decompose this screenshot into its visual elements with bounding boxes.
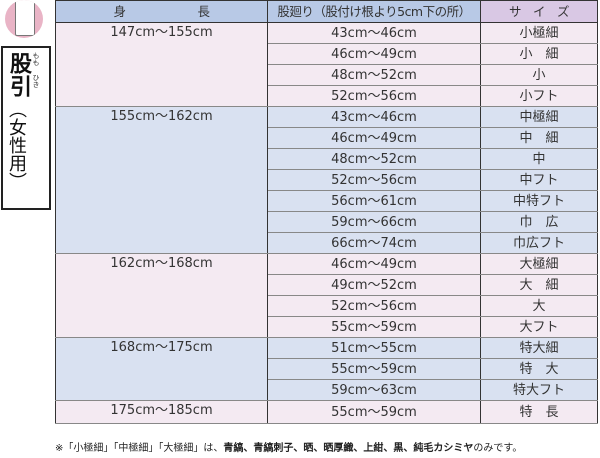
size-cell: 巾広フト <box>480 232 598 254</box>
size-cell: 小フト <box>480 85 598 107</box>
hip-range-cell: 46cm〜49cm <box>267 127 481 149</box>
size-cell: 大フト <box>480 316 598 338</box>
table-row: 59cm〜63cm 特大フト <box>56 379 598 401</box>
size-cell: 小 <box>480 64 598 86</box>
table-row: 175cm〜185cm 55cm〜59cm 特 長 <box>55 400 598 424</box>
table-row: 46cm〜49cm 小 細 <box>56 43 598 65</box>
product-subtitle: （女性用） <box>6 100 27 190</box>
table-row: 155cm〜162cm 43cm〜46cm 中極細 <box>55 106 598 254</box>
garment-illustration-icon <box>5 0 43 38</box>
size-cell: 特 長 <box>480 400 598 424</box>
hip-range-cell: 43cm〜46cm <box>267 106 481 128</box>
height-range-cell: 175cm〜185cm <box>55 400 268 424</box>
size-cell: 中フト <box>480 169 598 191</box>
size-cell: 巾 広 <box>480 211 598 233</box>
table-row: 48cm〜52cm 中 <box>56 148 598 170</box>
hip-range-cell: 55cm〜59cm <box>267 400 481 424</box>
hip-range-cell: 52cm〜56cm <box>267 295 481 317</box>
size-cell: 特 大 <box>480 358 598 380</box>
hip-range-cell: 43cm〜46cm <box>267 22 481 44</box>
size-cell: 特大フト <box>480 379 598 401</box>
size-cell: 特大細 <box>480 337 598 359</box>
table-row: 46cm〜49cm 中 細 <box>56 127 598 149</box>
table-row: 59cm〜66cm 巾 広 <box>56 211 598 233</box>
footnote-post: のみです。 <box>473 443 523 454</box>
header-hip: 股廻り（股付け根より5cm下の所） <box>267 0 481 23</box>
product-title-box: 股引 もも ひき （女性用） <box>1 46 51 210</box>
table-row: 168cm〜175cm 51cm〜55cm 特大細 <box>55 337 598 401</box>
table-row: 56cm〜61cm 中特フト <box>56 190 598 212</box>
table-row: 55cm〜59cm 大フト <box>56 316 598 338</box>
size-cell: 大 細 <box>480 274 598 296</box>
size-cell: 大極細 <box>480 253 598 275</box>
table-row: 162cm〜168cm 46cm〜49cm 大極細 <box>55 253 598 338</box>
hip-range-cell: 48cm〜52cm <box>267 64 481 86</box>
size-cell: 大 <box>480 295 598 317</box>
hip-range-cell: 56cm〜61cm <box>267 190 481 212</box>
footnote-materials: 青縞、青縞刺子、晒、晒厚織、上紺、黒、純毛カシミヤ <box>223 443 474 454</box>
height-range-cell: 162cm〜168cm <box>55 253 268 338</box>
hip-range-cell: 49cm〜52cm <box>267 274 481 296</box>
height-range-cell: 168cm〜175cm <box>55 337 268 401</box>
hip-range-cell: 66cm〜74cm <box>267 232 481 254</box>
table-row: 52cm〜56cm 小フト <box>56 85 598 107</box>
hip-range-cell: 59cm〜66cm <box>267 211 481 233</box>
table-row: 49cm〜52cm 大 細 <box>56 274 598 296</box>
table-row: 55cm〜59cm 特 大 <box>56 358 598 380</box>
size-cell: 中 <box>480 148 598 170</box>
size-cell: 小極細 <box>480 22 598 44</box>
size-cell: 中極細 <box>480 106 598 128</box>
product-title: 股引 <box>6 52 31 98</box>
hip-range-cell: 52cm〜56cm <box>267 169 481 191</box>
hip-range-cell: 51cm〜55cm <box>267 337 481 359</box>
footnote-pre: ※「小極細」「中極細」「大極細」は、 <box>55 443 224 454</box>
table-row: 52cm〜56cm 大 <box>56 295 598 317</box>
hip-range-cell: 55cm〜59cm <box>267 358 481 380</box>
height-range-cell: 155cm〜162cm <box>55 106 268 254</box>
size-cell: 中特フト <box>480 190 598 212</box>
table-row: 147cm〜155cm 43cm〜46cm 小極細 <box>55 22 598 107</box>
hip-range-cell: 52cm〜56cm <box>267 85 481 107</box>
size-cell: 中 細 <box>480 127 598 149</box>
hip-range-cell: 46cm〜49cm <box>267 43 481 65</box>
footnote: ※「小極細」「中極細」「大極細」は、青縞、青縞刺子、晒、晒厚織、上紺、黒、純毛カ… <box>55 443 522 455</box>
size-table: 身 長 股廻り（股付け根より5cm下の所） サ イ ズ 147cm〜155cm 4… <box>55 0 598 424</box>
ruby-momo: もも <box>32 52 40 66</box>
size-cell: 小 細 <box>480 43 598 65</box>
hip-range-cell: 59cm〜63cm <box>267 379 481 401</box>
header-size: サ イ ズ <box>480 0 598 23</box>
hip-range-cell: 46cm〜49cm <box>267 253 481 275</box>
hip-range-cell: 55cm〜59cm <box>267 316 481 338</box>
ruby-hiki: ひき <box>32 74 40 88</box>
header-height: 身 長 <box>55 0 268 23</box>
height-range-cell: 147cm〜155cm <box>55 22 268 107</box>
hip-range-cell: 48cm〜52cm <box>267 148 481 170</box>
